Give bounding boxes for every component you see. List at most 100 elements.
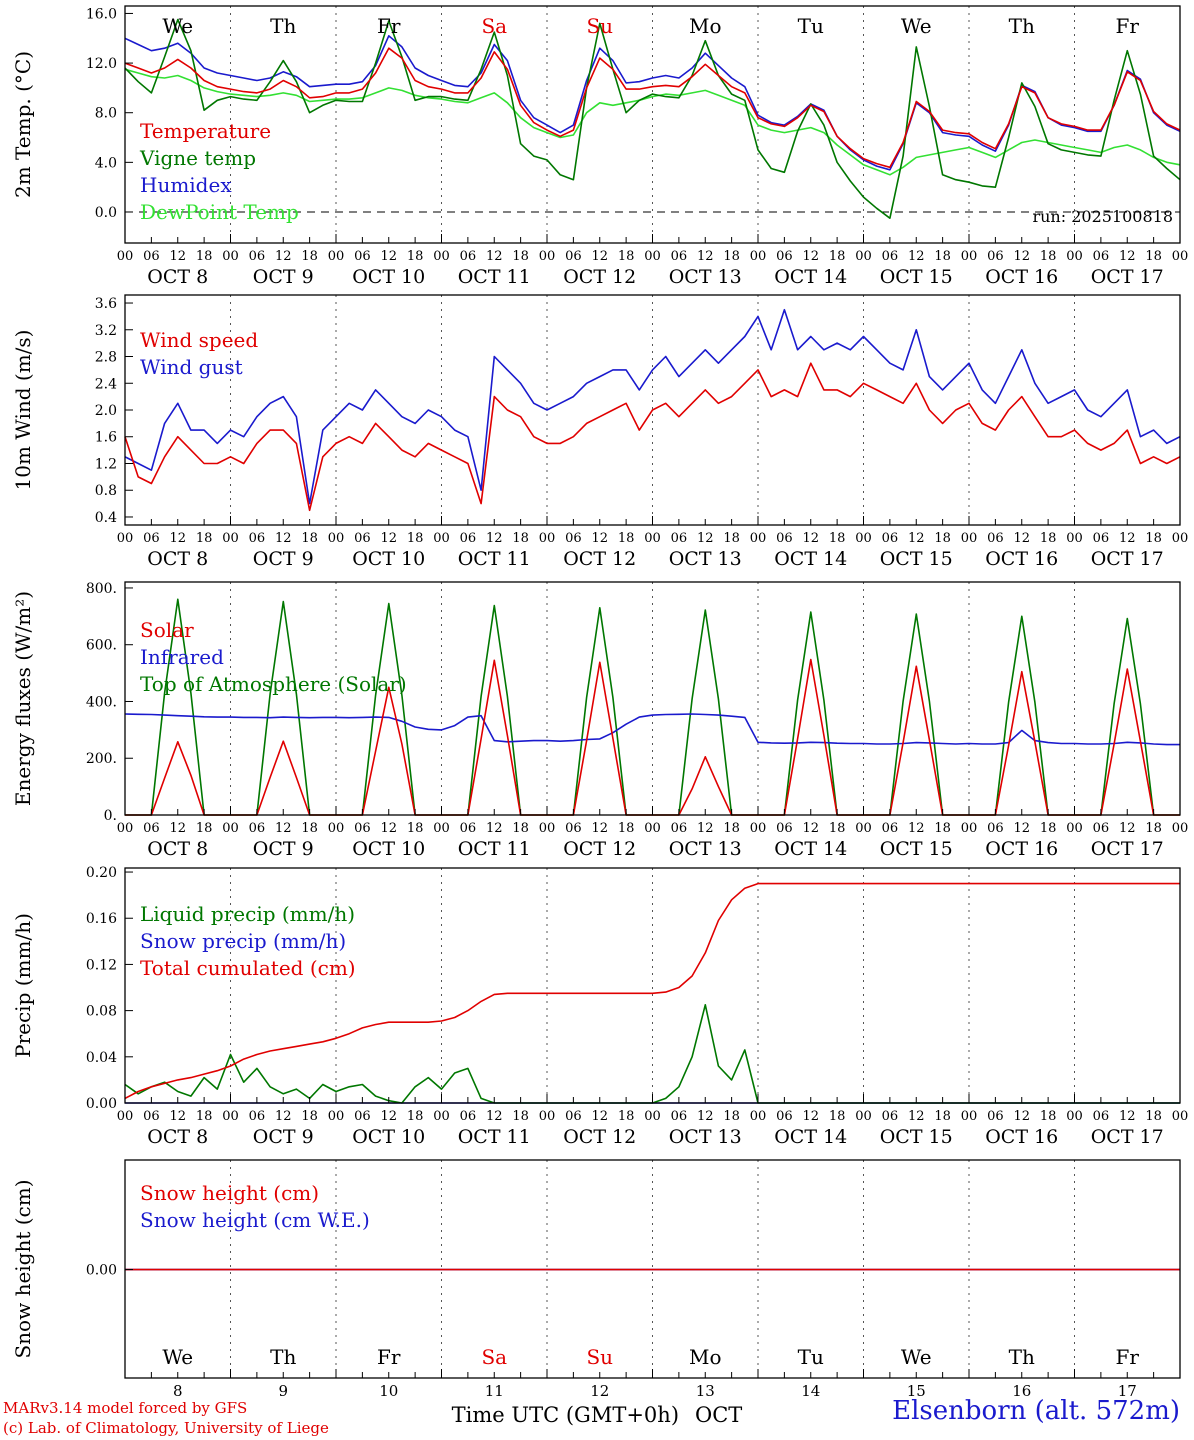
day-name-label: Fr <box>377 14 401 38</box>
date-label: OCT 11 <box>458 838 531 860</box>
x-tick-label: 06 <box>249 531 266 546</box>
panel-energy: 0. 200. 400. 600. 800. 00 06 12 18 00 06 12 18 00 06 12… <box>11 581 1188 860</box>
time-axis-label: Time UTC (GMT+0h) <box>451 1403 680 1427</box>
x-tick-label: 00 <box>1066 1109 1083 1124</box>
series-total-cumulated-cm <box>124 882 1180 1100</box>
date-label: OCT 12 <box>563 838 636 860</box>
day-number-label: 15 <box>907 1382 926 1400</box>
x-tick-label: 00 <box>328 821 345 836</box>
x-tick-label: 06 <box>776 1109 793 1124</box>
x-tick-label: 12 <box>486 249 503 264</box>
date-label: OCT 13 <box>669 266 742 288</box>
x-tick-label: 00 <box>961 249 978 264</box>
legend-snow-height-cm-w-e: Snow height (cm W.E.) <box>140 1208 370 1232</box>
y-tick-label: 0.08 <box>86 1004 117 1020</box>
x-tick-label: 06 <box>1093 531 1110 546</box>
date-label: OCT 17 <box>1091 838 1164 860</box>
x-tick-label: 00 <box>855 249 872 264</box>
x-tick-label: 00 <box>222 531 239 546</box>
day-name-label: Sa <box>481 14 507 38</box>
day-name-label: Th <box>270 14 296 38</box>
x-tick-label: 12 <box>380 821 397 836</box>
day-number-label: 12 <box>590 1382 609 1400</box>
date-label: OCT 9 <box>253 548 314 570</box>
date-label: OCT 15 <box>880 548 953 570</box>
x-tick-label: 18 <box>723 1109 740 1124</box>
x-tick-label: 12 <box>1013 249 1030 264</box>
date-label: OCT 12 <box>563 266 636 288</box>
day-number-label: 9 <box>278 1382 288 1400</box>
y-tick-label: 3.2 <box>95 323 117 339</box>
x-tick-label: 00 <box>644 249 661 264</box>
date-label: OCT 11 <box>458 1126 531 1148</box>
x-tick-label: 18 <box>512 531 529 546</box>
x-tick-label: 18 <box>723 249 740 264</box>
credit-line-2: (c) Lab. of Climatology, University of L… <box>3 1419 329 1437</box>
day-name-label: Th <box>1009 1345 1035 1369</box>
x-tick-label: 18 <box>512 249 529 264</box>
x-tick-label: 18 <box>618 531 635 546</box>
model-credits: MARv3.14 model forced by GFS (c) Lab. of… <box>3 1398 329 1438</box>
x-tick-label: 00 <box>644 1109 661 1124</box>
x-tick-label: 12 <box>1013 821 1030 836</box>
legend-snow-precip-mm-h: Snow precip (mm/h) <box>140 929 346 953</box>
x-tick-label: 12 <box>169 821 186 836</box>
date-label: OCT 15 <box>880 838 953 860</box>
credit-line-1: MARv3.14 model forced by GFS <box>3 1399 248 1417</box>
x-tick-label: 06 <box>882 531 899 546</box>
x-tick-label: 12 <box>380 531 397 546</box>
y-tick-label: 0.00 <box>86 1263 117 1279</box>
y-tick-label: 200. <box>86 751 117 767</box>
y-tick-label: 0.04 <box>86 1050 117 1066</box>
x-tick-label: 00 <box>1172 821 1189 836</box>
x-tick-label: 18 <box>407 531 424 546</box>
day-name-label: Fr <box>1116 1345 1140 1369</box>
day-name-label: Mo <box>689 1345 722 1369</box>
x-tick-label: 18 <box>1040 249 1057 264</box>
x-tick-label: 12 <box>802 1109 819 1124</box>
legend-solar: Solar <box>140 618 194 642</box>
day-number-label: 11 <box>485 1382 504 1400</box>
x-tick-label: 18 <box>829 531 846 546</box>
x-tick-label: 00 <box>1172 1109 1189 1124</box>
y-tick-label: 0.20 <box>86 865 117 881</box>
x-tick-label: 06 <box>354 821 371 836</box>
date-label: OCT 9 <box>253 266 314 288</box>
x-tick-label: 12 <box>908 249 925 264</box>
x-tick-label: 12 <box>275 531 292 546</box>
x-tick-label: 06 <box>460 1109 477 1124</box>
day-name-label: We <box>901 14 932 38</box>
x-tick-label: 12 <box>908 531 925 546</box>
day-number-label: 14 <box>801 1382 820 1400</box>
x-tick-label: 00 <box>855 1109 872 1124</box>
day-number-label: 16 <box>1012 1382 1031 1400</box>
date-label: OCT 17 <box>1091 266 1164 288</box>
x-tick-label: 00 <box>222 1109 239 1124</box>
day-name-label: We <box>901 1345 932 1369</box>
y-axis-title-wind: 10m Wind (m/s) <box>11 330 35 491</box>
date-label: OCT 17 <box>1091 1126 1164 1148</box>
x-tick-label: 18 <box>196 821 213 836</box>
x-tick-label: 12 <box>1119 1109 1136 1124</box>
y-tick-label: 0.00 <box>86 1096 117 1112</box>
date-label: OCT 8 <box>147 266 208 288</box>
y-axis-title-temperature: 2m Temp. (°C) <box>11 51 35 198</box>
station-label: Elsenborn (alt. 572m) <box>892 1396 1180 1426</box>
x-tick-label: 18 <box>301 821 318 836</box>
x-tick-label: 06 <box>249 1109 266 1124</box>
x-tick-label: 06 <box>143 1109 160 1124</box>
x-tick-label: 06 <box>143 531 160 546</box>
x-tick-label: 18 <box>829 249 846 264</box>
x-tick-label: 06 <box>671 821 688 836</box>
x-tick-label: 06 <box>776 249 793 264</box>
x-tick-label: 06 <box>143 249 160 264</box>
y-tick-label: 16.0 <box>86 6 117 22</box>
legend-snow-height-cm: Snow height (cm) <box>140 1181 319 1205</box>
x-tick-label: 00 <box>644 531 661 546</box>
x-tick-label: 06 <box>354 1109 371 1124</box>
x-tick-label: 12 <box>1013 1109 1030 1124</box>
x-tick-label: 18 <box>512 1109 529 1124</box>
x-tick-label: 00 <box>961 531 978 546</box>
date-label: OCT 13 <box>669 838 742 860</box>
x-tick-label: 18 <box>1145 821 1162 836</box>
